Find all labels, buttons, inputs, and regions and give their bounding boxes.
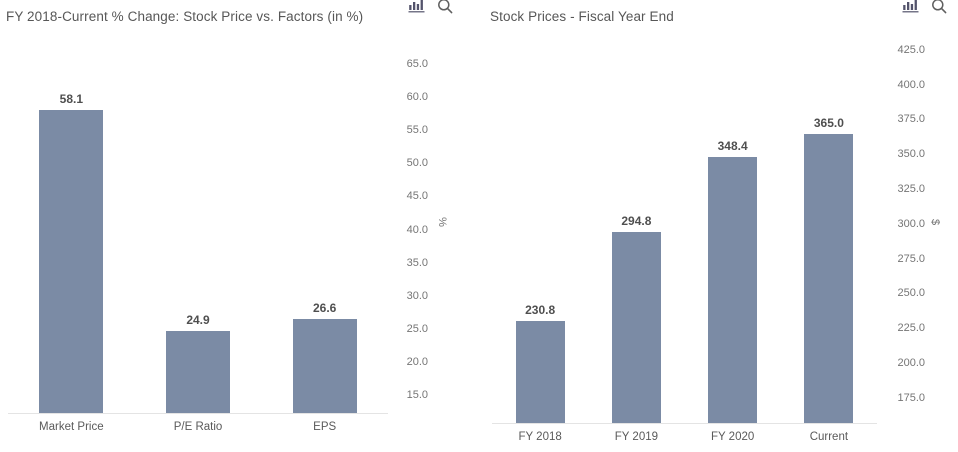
bar[interactable]	[804, 134, 854, 423]
bar-value-label: 24.9	[186, 312, 210, 327]
y-tick-label: 250.0	[897, 287, 925, 300]
y-tick-label: 15.0	[406, 389, 428, 402]
magnifier-icon[interactable]	[437, 0, 453, 14]
category-label: P/E Ratio	[173, 421, 223, 433]
bar-value-label: 26.6	[312, 301, 337, 316]
plot-area: 58.1 Market Price 24.9 P/E Ratio 26.6 EPS	[8, 48, 388, 433]
bar[interactable]	[39, 110, 104, 413]
category-label: FY 2018	[518, 431, 562, 443]
bar-value-label: 294.8	[621, 214, 652, 229]
bar-value-label: 230.8	[525, 303, 556, 318]
y-tick-label: 30.0	[406, 289, 428, 302]
y-tick-label: 60.0	[406, 90, 428, 103]
y-axis-unit-label: %	[435, 217, 448, 227]
y-tick-label: 65.0	[406, 57, 428, 70]
bar[interactable]	[708, 157, 758, 423]
bar-chart-icon[interactable]	[902, 0, 919, 13]
stock-price-chart: Stock Prices - Fiscal Year End 230.8 FY 2…	[480, 0, 958, 452]
y-tick-label: 275.0	[897, 252, 925, 265]
bar-value-label: 58.1	[59, 92, 84, 107]
category-label: FY 2020	[710, 431, 755, 443]
y-tick-label: 300.0	[897, 217, 925, 230]
chart-title: FY 2018-Current % Change: Stock Price vs…	[6, 9, 364, 24]
y-tick-label: 325.0	[897, 183, 925, 195]
bar[interactable]	[515, 321, 565, 423]
y-tick-label: 175.0	[897, 391, 925, 404]
y-tick-label: 375.0	[897, 113, 925, 126]
bar-chart-icon[interactable]	[408, 0, 425, 13]
category-label: FY 2019	[614, 431, 659, 443]
bar-value-label: 365.0	[813, 116, 844, 131]
y-tick-label: 20.0	[406, 356, 428, 369]
bar-value-label: 348.4	[717, 139, 748, 154]
y-tick-label: 400.0	[897, 78, 925, 91]
bar[interactable]	[292, 319, 357, 413]
chart-toolbar	[902, 0, 947, 14]
y-tick-label: 55.0	[406, 123, 428, 136]
category-label: Current	[809, 431, 849, 443]
chart-toolbar	[408, 0, 453, 14]
y-tick-label: 200.0	[897, 356, 925, 369]
chart-title: Stock Prices - Fiscal Year End	[490, 9, 674, 24]
y-tick-label: 45.0	[406, 190, 428, 203]
category-label: Market Price	[39, 421, 104, 433]
bar[interactable]	[166, 330, 230, 413]
percent-change-chart: FY 2018-Current % Change: Stock Price vs…	[0, 0, 458, 452]
y-tick-label: 25.0	[406, 323, 428, 336]
y-tick-label: 225.0	[897, 322, 925, 335]
y-axis-unit-label: $	[929, 218, 942, 226]
bar[interactable]	[611, 232, 661, 423]
y-tick-label: 40.0	[406, 223, 428, 236]
category-label: EPS	[313, 421, 337, 433]
y-tick-label: 350.0	[897, 148, 925, 161]
y-tick-label: 35.0	[406, 256, 428, 269]
plot-area: 230.8 FY 2018 294.8 FY 2019 348.4 FY 2020 365.…	[492, 37, 877, 443]
magnifier-icon[interactable]	[931, 0, 947, 14]
y-tick-label: 425.0	[897, 43, 925, 56]
y-tick-label: 50.0	[406, 157, 428, 170]
